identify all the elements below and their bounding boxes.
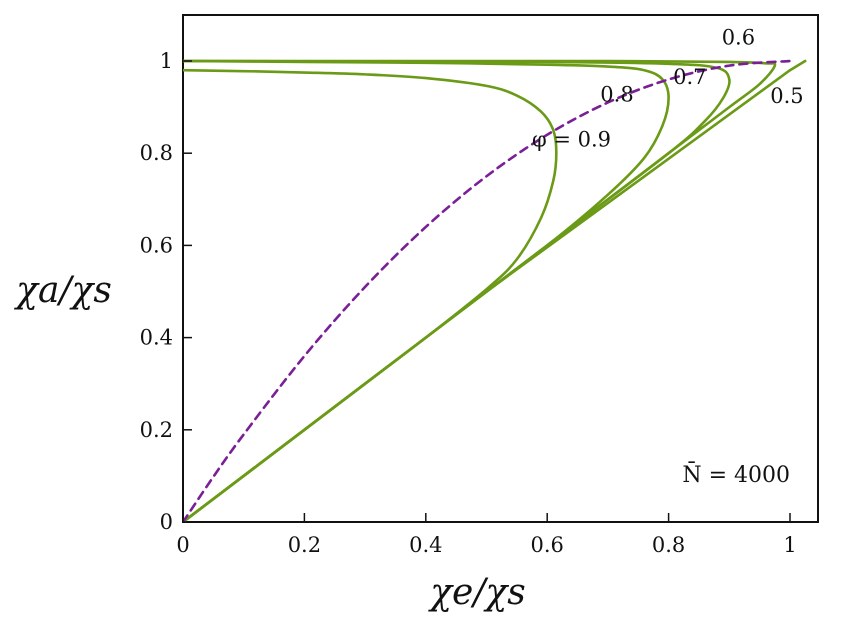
x-axis-title: χe/χs (427, 572, 526, 613)
curve-label: φ = 0.9 (532, 127, 611, 151)
series-line-phi-0.7 (183, 59, 731, 522)
labels-layer: φ = 0.9 0.8 0.7 0.6 0.5 (532, 25, 804, 151)
series-layer (183, 59, 807, 522)
plot-frame (182, 14, 819, 523)
y-tick-label: 0.2 (140, 418, 173, 442)
y-tick-label: 0.8 (140, 141, 173, 165)
y-tick-label: 1 (160, 49, 173, 73)
x-tick-label: 0.6 (530, 533, 563, 557)
n-bar-annotation: N̄ = 4000 (682, 461, 790, 488)
y-tick-label: 0.4 (140, 326, 173, 350)
spinodal-dashed-line (183, 59, 792, 522)
x-tick-label: 0.2 (288, 533, 321, 557)
series-line-phi-0.6 (183, 59, 777, 522)
x-tick-label: 1 (783, 533, 796, 557)
x-tick-label: 0.8 (652, 533, 685, 557)
series-line-phi-0.9 (183, 68, 558, 522)
curve-label: 0.7 (673, 65, 706, 89)
x-tick-label: 0.4 (409, 533, 442, 557)
x-tick-label: 0 (176, 533, 189, 557)
ticks-layer: 0 0.2 0.4 0.6 0.8 1 0 0.2 0.4 0.6 0.8 1 (140, 49, 797, 557)
y-tick-label: 0.6 (140, 233, 173, 257)
curve-label: 0.6 (722, 25, 755, 49)
y-axis-title: χa/χs (13, 270, 112, 311)
curve-label: 0.8 (600, 83, 633, 107)
y-tick-label: 0 (160, 510, 173, 534)
curve-label: 0.5 (770, 84, 803, 108)
series-line-phi-0.5 (183, 59, 807, 522)
